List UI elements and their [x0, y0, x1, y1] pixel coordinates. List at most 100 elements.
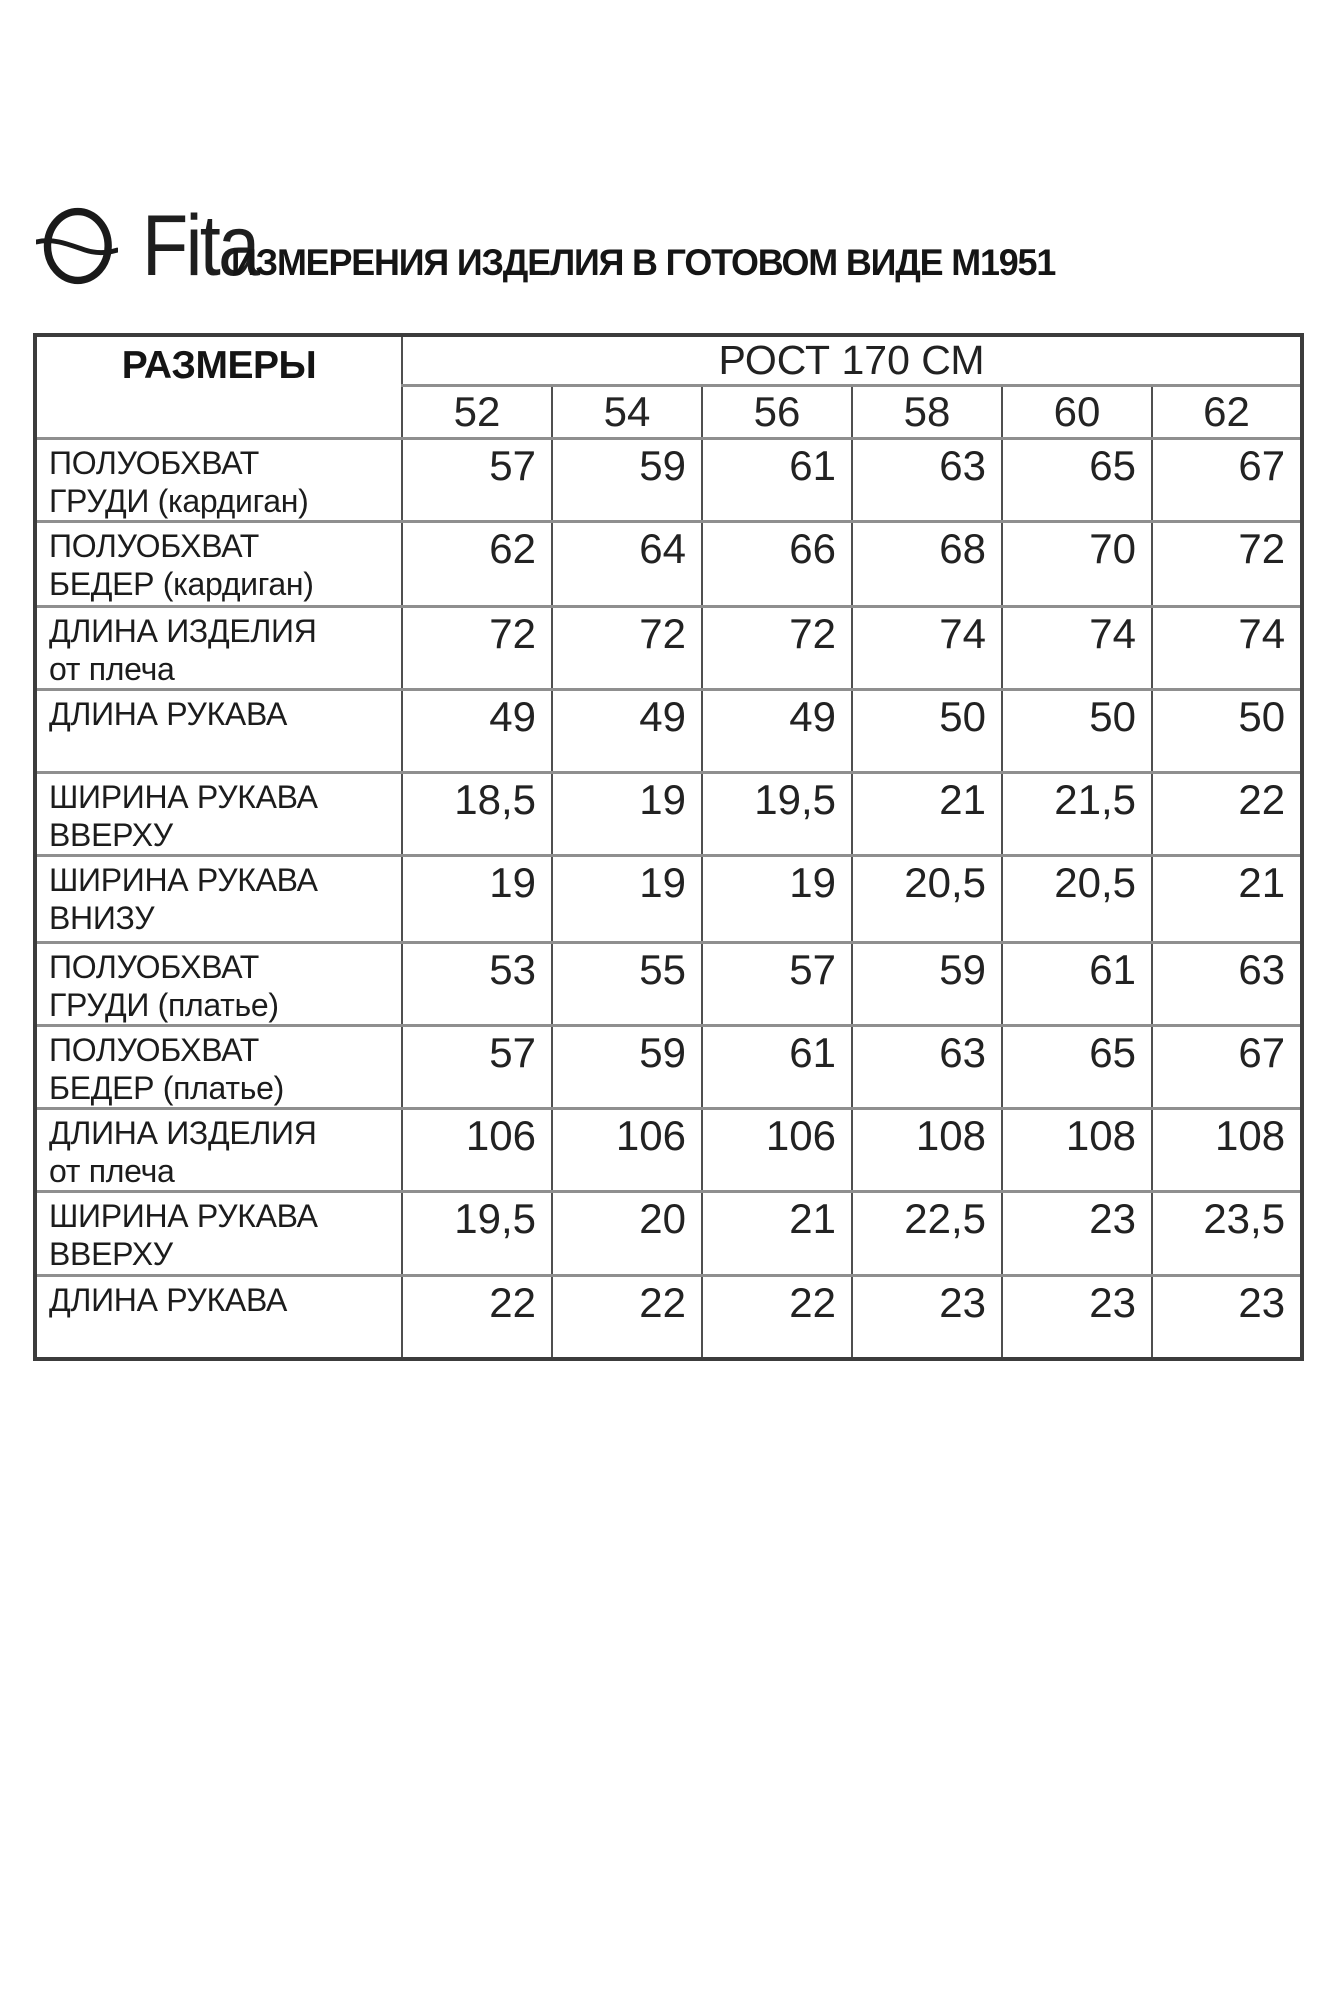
measurement-value-cell: 20 [551, 1190, 703, 1277]
size-column-header: 54 [551, 384, 703, 440]
measurement-label-line1: ШИРИНА РУКАВА [49, 862, 318, 898]
measurement-label-cell: ШИРИНА РУКАВА ВНИЗУ [34, 854, 403, 944]
measurement-value-cell: 63 [1150, 941, 1304, 1027]
page-title: ИЗМЕРЕНИЯ ИЗДЕЛИЯ В ГОТОВОМ ВИДЕ М1951 [231, 242, 1056, 283]
measurement-value-cell: 72 [401, 605, 553, 691]
measurement-value-cell: 108 [851, 1107, 1003, 1193]
measurement-value-cell: 19 [551, 854, 703, 944]
measurement-value-cell: 49 [551, 688, 703, 774]
measurement-row: ПОЛУОБХВАТ ГРУДИ (платье) 53 55 57 59 61… [34, 941, 1304, 1027]
measurement-value-cell: 65 [1001, 1024, 1153, 1110]
measurement-value-cell: 21 [1150, 854, 1304, 944]
measurement-value-cell: 23 [851, 1274, 1003, 1361]
brand-name: Fita [142, 198, 260, 294]
measurement-value-cell: 21 [851, 771, 1003, 857]
measurement-label-line2: от плеча [49, 651, 175, 687]
size-table-body: ПОЛУОБХВАТ ГРУДИ (кардиган) 57 59 61 63 … [34, 437, 1304, 1361]
measurement-label-line1: ПОЛУОБХВАТ [49, 528, 260, 564]
measurement-value-cell: 22 [701, 1274, 853, 1361]
table-header-row-2: 52 54 56 58 60 62 [35, 384, 1304, 440]
measurement-row: ПОЛУОБХВАТ ГРУДИ (кардиган) 57 59 61 63 … [34, 437, 1304, 523]
measurement-value-cell: 72 [701, 605, 853, 691]
measurement-value-cell: 57 [701, 941, 853, 1027]
measurement-value-cell: 66 [701, 520, 853, 608]
measurement-label-line1: ДЛИНА РУКАВА [49, 1282, 287, 1318]
measurement-label-cell: ДЛИНА ИЗДЕЛИЯ от плеча [34, 605, 403, 691]
brand-header: Fita [36, 202, 273, 290]
size-table: РАЗМЕРЫ РОСТ 170 СМ 52 54 56 58 60 62 ПО… [33, 333, 1305, 1361]
measurement-value-cell: 22 [551, 1274, 703, 1361]
measurement-value-cell: 53 [401, 941, 553, 1027]
measurement-value-cell: 106 [401, 1107, 553, 1193]
measurement-value-cell: 74 [1150, 605, 1304, 691]
measurement-value-cell: 61 [1001, 941, 1153, 1027]
measurement-value-cell: 106 [701, 1107, 853, 1193]
measurement-value-cell: 19 [551, 771, 703, 857]
measurement-label-line1: ПОЛУОБХВАТ [49, 949, 260, 985]
measurement-label-line1: ШИРИНА РУКАВА [49, 1198, 318, 1234]
measurement-value-cell: 59 [851, 941, 1003, 1027]
measurement-value-cell: 106 [551, 1107, 703, 1193]
measurement-label-line2: ВНИЗУ [49, 900, 155, 936]
size-column-header: 58 [851, 384, 1003, 440]
measurement-label-line2 [49, 1319, 395, 1357]
measurement-value-cell: 74 [1001, 605, 1153, 691]
measurement-value-cell: 61 [701, 437, 853, 523]
sizes-corner-header: РАЗМЕРЫ [34, 333, 403, 440]
measurement-value-cell: 55 [551, 941, 703, 1027]
measurement-row: ШИРИНА РУКАВА ВВЕРХУ 19,5 20 21 22,5 23 … [34, 1190, 1304, 1277]
measurement-value-cell: 72 [1150, 520, 1304, 608]
measurement-value-cell: 62 [401, 520, 553, 608]
measurement-value-cell: 19,5 [401, 1190, 553, 1277]
measurement-label-line2: ГРУДИ (кардиган) [49, 483, 309, 519]
measurement-value-cell: 22,5 [851, 1190, 1003, 1277]
measurement-label-line1: ПОЛУОБХВАТ [49, 1032, 260, 1068]
measurement-label-cell: ШИРИНА РУКАВА ВВЕРХУ [34, 1190, 403, 1277]
measurement-value-cell: 22 [1150, 771, 1304, 857]
measurement-value-cell: 63 [851, 1024, 1003, 1110]
table-header-row-1: РАЗМЕРЫ РОСТ 170 СМ [34, 333, 1304, 440]
measurement-value-cell: 64 [551, 520, 703, 608]
measurement-label-line2: от плеча [49, 1153, 175, 1189]
measurement-value-cell: 57 [401, 1024, 553, 1110]
measurement-row: ДЛИНА ИЗДЕЛИЯ от плеча 72 72 72 74 74 74 [34, 605, 1304, 691]
measurement-value-cell: 59 [551, 1024, 703, 1110]
measurement-value-cell: 67 [1150, 1024, 1304, 1110]
height-group-header: РОСТ 170 СМ [400, 333, 1304, 387]
measurement-value-cell: 22 [401, 1274, 553, 1361]
measurement-value-cell: 23 [1150, 1274, 1304, 1361]
measurement-value-cell: 65 [1001, 437, 1153, 523]
measurement-value-cell: 21,5 [1001, 771, 1153, 857]
measurement-value-cell: 19,5 [701, 771, 853, 857]
measurement-value-cell: 68 [851, 520, 1003, 608]
measurement-label-cell: ДЛИНА ИЗДЕЛИЯ от плеча [34, 1107, 403, 1193]
measurement-label-line1: ШИРИНА РУКАВА [49, 779, 318, 815]
measurement-label-line1: ДЛИНА ИЗДЕЛИЯ [49, 1115, 317, 1151]
measurement-label-line2: БЕДЕР (платье) [49, 1070, 284, 1106]
measurement-label-cell: ДЛИНА РУКАВА [34, 1274, 403, 1361]
size-column-header: 62 [1150, 384, 1304, 440]
measurement-value-cell: 63 [851, 437, 1003, 523]
measurement-value-cell: 70 [1001, 520, 1153, 608]
measurement-label-line1: ДЛИНА РУКАВА [49, 696, 287, 732]
size-column-header: 52 [401, 384, 553, 440]
measurement-value-cell: 74 [851, 605, 1003, 691]
size-column-header: 60 [1001, 384, 1153, 440]
measurement-value-cell: 23 [1001, 1274, 1153, 1361]
measurement-value-cell: 61 [701, 1024, 853, 1110]
measurement-row: ШИРИНА РУКАВА ВВЕРХУ 18,5 19 19,5 21 21,… [34, 771, 1304, 857]
measurement-row: ДЛИНА РУКАВА 49 49 49 50 50 50 [34, 688, 1304, 774]
measurement-value-cell: 19 [701, 854, 853, 944]
measurement-value-cell: 50 [851, 688, 1003, 774]
measurement-label-line2: ГРУДИ (платье) [49, 987, 279, 1023]
measurement-value-cell: 19 [401, 854, 553, 944]
measurement-value-cell: 108 [1150, 1107, 1304, 1193]
measurement-value-cell: 20,5 [851, 854, 1003, 944]
measurement-row: ШИРИНА РУКАВА ВНИЗУ 19 19 19 20,5 20,5 2… [34, 854, 1304, 944]
measurement-value-cell: 59 [551, 437, 703, 523]
measurement-row: ДЛИНА ИЗДЕЛИЯ от плеча 106 106 106 108 1… [34, 1107, 1304, 1193]
measurement-value-cell: 18,5 [401, 771, 553, 857]
measurement-row: ПОЛУОБХВАТ БЕДЕР (платье) 57 59 61 63 65… [34, 1024, 1304, 1110]
fita-logo-icon [36, 207, 118, 285]
